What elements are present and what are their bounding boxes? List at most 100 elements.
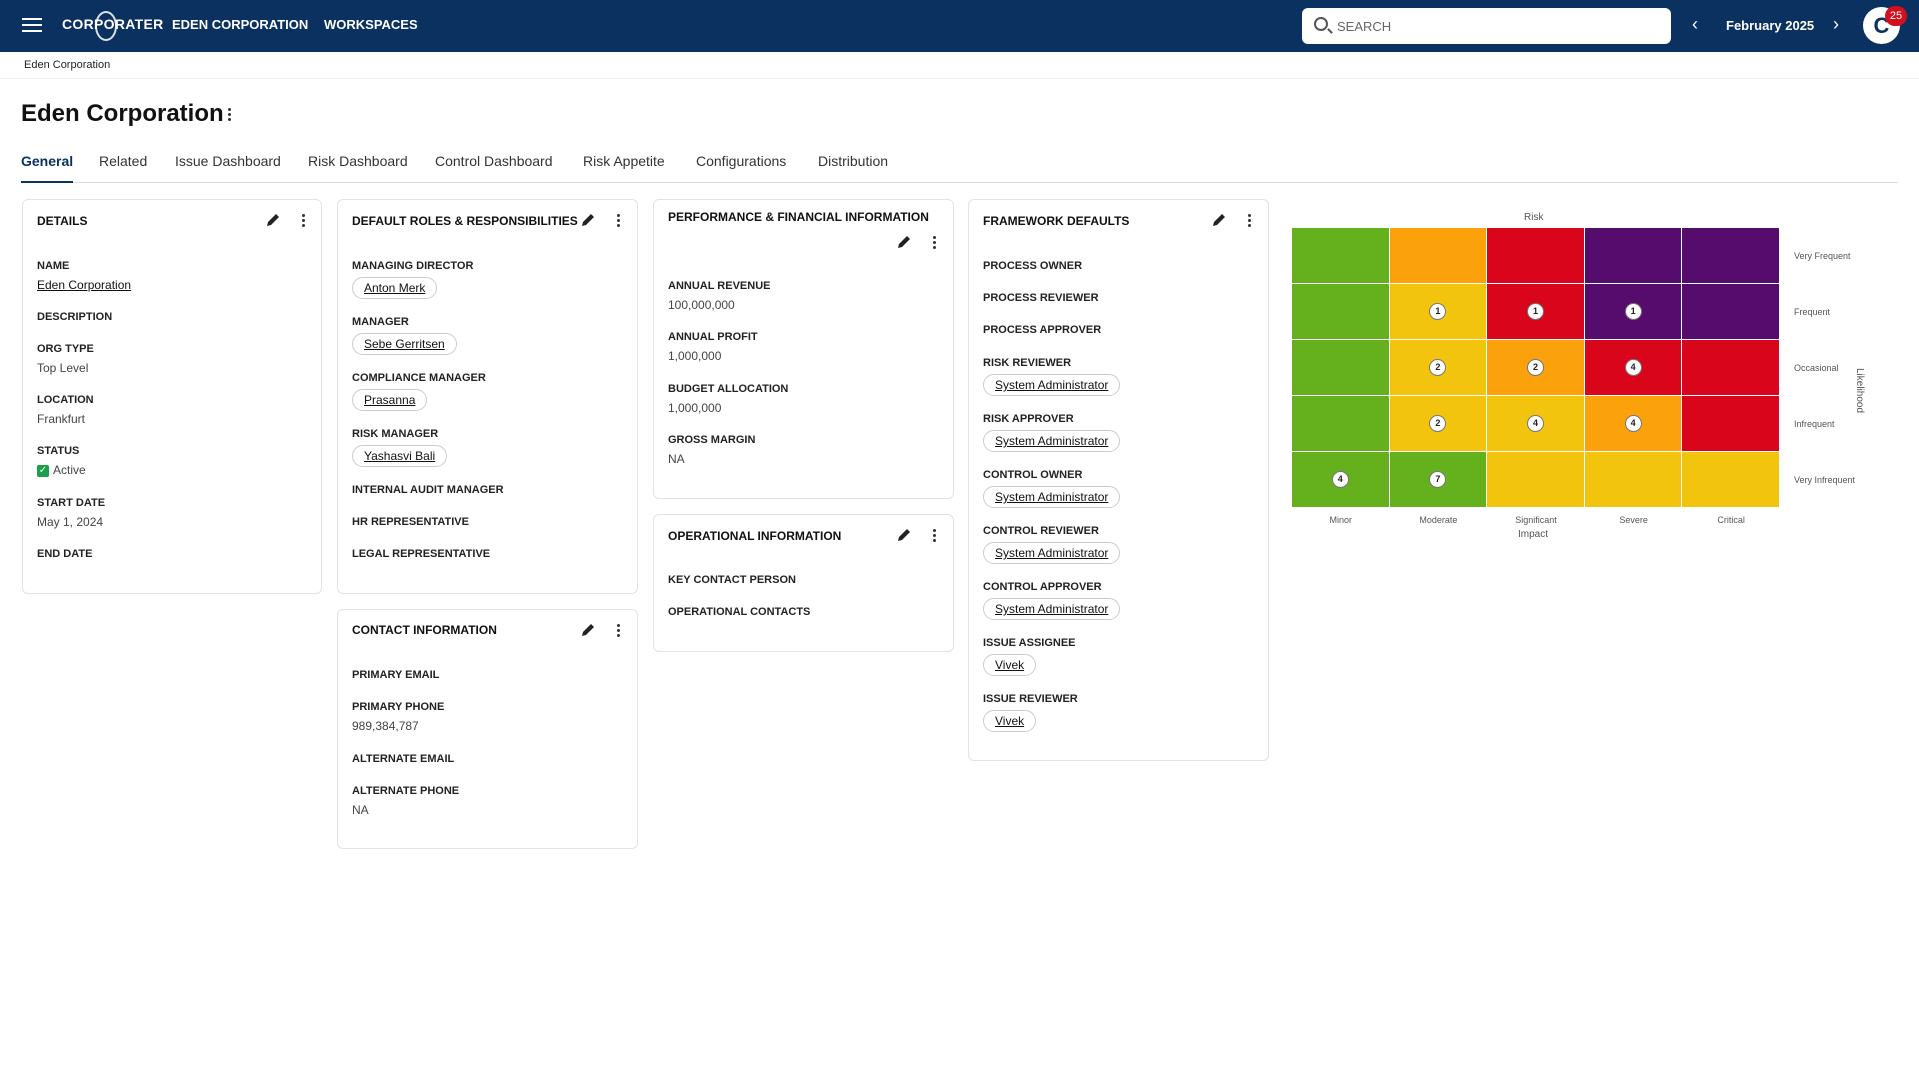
heatmap-cell[interactable]: 1	[1389, 284, 1488, 340]
tab-risk-appetite[interactable]: Risk Appetite	[583, 153, 665, 169]
risk-approver-chip[interactable]: System Administrator	[983, 430, 1121, 452]
heatmap-cell[interactable]	[1487, 228, 1585, 284]
heatmap-cell[interactable]	[1487, 452, 1585, 508]
more-icon[interactable]	[614, 213, 622, 229]
heatmap-x-tick: Severe	[1619, 515, 1648, 525]
heatmap-count-badge[interactable]: 4	[1526, 415, 1544, 432]
risk-manager-chip[interactable]: Yashasvi Bali	[352, 445, 448, 467]
start-date-value: May 1, 2024	[37, 515, 104, 529]
heatmap-count-badge[interactable]: 1	[1624, 303, 1642, 320]
tab-bar: General Related Issue Dashboard Risk Das…	[21, 153, 1898, 183]
name-label: NAME	[37, 260, 70, 272]
heatmap-count-badge[interactable]: 2	[1429, 415, 1447, 432]
risk-reviewer-chip[interactable]: System Administrator	[983, 374, 1121, 396]
heatmap-count-badge[interactable]: 4	[1624, 415, 1642, 432]
heatmap-count-badge[interactable]: 1	[1429, 303, 1447, 320]
notification-badge[interactable]: 25	[1885, 6, 1907, 26]
org-nav-link[interactable]: EDEN CORPORATION	[172, 17, 309, 32]
heatmap-cell[interactable]: 2	[1389, 340, 1488, 396]
logo-ring-icon	[95, 11, 117, 41]
search-input[interactable]	[1337, 16, 1657, 36]
edit-icon[interactable]	[896, 527, 912, 543]
more-icon[interactable]	[930, 235, 938, 251]
heatmap-cell[interactable]: 4	[1487, 396, 1585, 452]
manager-chip[interactable]: Sebe Gerritsen	[352, 333, 457, 355]
gross-margin-value: NA	[668, 452, 685, 466]
heatmap-cell[interactable]: 4	[1584, 396, 1683, 452]
heatmap-count-badge[interactable]: 2	[1526, 359, 1544, 376]
heatmap-cell[interactable]: 2	[1389, 396, 1488, 452]
tab-control-dashboard[interactable]: Control Dashboard	[435, 153, 553, 169]
tab-issue-dashboard[interactable]: Issue Dashboard	[175, 153, 281, 169]
edit-icon[interactable]	[1211, 212, 1227, 228]
heatmap-cell[interactable]: 1	[1584, 284, 1683, 340]
hamburger-menu-icon[interactable]	[20, 14, 44, 36]
annual-revenue-value: 100,000,000	[668, 298, 735, 312]
heatmap-count-badge[interactable]: 2	[1429, 359, 1447, 376]
annual-profit-value: 1,000,000	[668, 349, 722, 363]
heatmap-cell[interactable]: 4	[1292, 452, 1390, 508]
heatmap-cell[interactable]	[1292, 340, 1390, 396]
heatmap-y-tick: Infrequent	[1794, 419, 1835, 429]
tab-risk-dashboard[interactable]: Risk Dashboard	[308, 153, 408, 169]
breadcrumb[interactable]: Eden Corporation	[24, 59, 111, 71]
heatmap-cell[interactable]: 1	[1487, 284, 1585, 340]
primary-phone-label: PRIMARY PHONE	[352, 701, 445, 713]
heatmap-count-badge[interactable]: 4	[1624, 359, 1642, 376]
heatmap-cell[interactable]: 7	[1389, 452, 1488, 508]
heatmap-count-badge[interactable]: 7	[1429, 471, 1447, 488]
heatmap-count-badge[interactable]: 4	[1331, 471, 1349, 488]
chevron-left-icon[interactable]: ‹	[1692, 14, 1698, 34]
tab-general[interactable]: General	[21, 153, 74, 183]
brand-logo[interactable]: CORPORATER	[62, 16, 164, 32]
managing-director-chip[interactable]: Anton Merk	[352, 277, 438, 299]
breadcrumb-divider	[0, 78, 1919, 79]
more-icon[interactable]	[299, 213, 307, 229]
heatmap-cell[interactable]: 2	[1487, 340, 1585, 396]
heatmap-x-tick: Critical	[1717, 515, 1745, 525]
heatmap-x-tick: Significant	[1515, 515, 1557, 525]
annual-revenue-label: ANNUAL REVENUE	[668, 280, 771, 292]
edit-icon[interactable]	[265, 212, 281, 228]
heatmap-count-badge[interactable]: 1	[1526, 303, 1544, 320]
heatmap-cell[interactable]: 4	[1584, 340, 1683, 396]
name-value-link[interactable]: Eden Corporation	[37, 278, 132, 292]
heatmap-cell[interactable]	[1584, 452, 1683, 508]
heatmap-y-tick: Frequent	[1794, 307, 1831, 317]
compliance-manager-chip[interactable]: Prasanna	[352, 389, 428, 411]
heatmap-cell[interactable]	[1292, 284, 1390, 340]
more-icon[interactable]	[614, 623, 622, 639]
heatmap-cell[interactable]	[1682, 452, 1780, 508]
control-approver-chip[interactable]: System Administrator	[983, 598, 1121, 620]
more-icon[interactable]	[1245, 213, 1253, 229]
edit-icon[interactable]	[580, 622, 596, 638]
heatmap-cell[interactable]	[1584, 228, 1683, 284]
more-icon[interactable]	[930, 528, 938, 544]
tab-related[interactable]: Related	[99, 153, 148, 169]
heatmap-cell[interactable]	[1682, 228, 1780, 284]
page-more-icon[interactable]	[226, 106, 232, 128]
chevron-right-icon[interactable]: ›	[1833, 14, 1839, 34]
edit-icon[interactable]	[896, 234, 912, 250]
control-reviewer-chip[interactable]: System Administrator	[983, 542, 1121, 564]
heatmap-cell[interactable]	[1292, 396, 1390, 452]
issue-assignee-chip[interactable]: Vivek	[983, 654, 1037, 676]
workspaces-nav-link[interactable]: WORKSPACES	[324, 17, 418, 32]
period-label[interactable]: February 2025	[1726, 18, 1815, 33]
heatmap-cell[interactable]	[1682, 340, 1780, 396]
org-type-label: ORG TYPE	[37, 343, 94, 355]
annual-profit-label: ANNUAL PROFIT	[668, 331, 758, 343]
start-date-label: START DATE	[37, 497, 106, 509]
heatmap-cell[interactable]	[1292, 228, 1390, 284]
heatmap-cell[interactable]	[1682, 396, 1780, 452]
operational-card: OPERATIONAL INFORMATION KEY CONTACT PERS…	[653, 514, 954, 652]
tab-configurations[interactable]: Configurations	[696, 153, 787, 169]
heatmap-cell[interactable]	[1389, 228, 1488, 284]
issue-reviewer-chip[interactable]: Vivek	[983, 710, 1037, 732]
roles-title: DEFAULT ROLES & RESPONSIBILITIES	[352, 214, 578, 228]
details-title: DETAILS	[37, 214, 88, 228]
control-owner-chip[interactable]: System Administrator	[983, 486, 1121, 508]
tab-distribution[interactable]: Distribution	[818, 153, 889, 169]
edit-icon[interactable]	[580, 212, 596, 228]
heatmap-cell[interactable]	[1682, 284, 1780, 340]
